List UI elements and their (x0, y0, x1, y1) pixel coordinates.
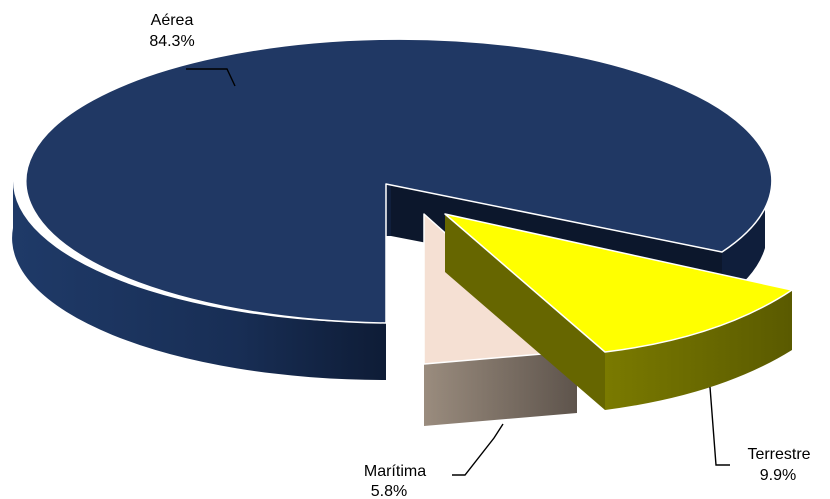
slice-terrestre-cut-face (445, 214, 605, 410)
leader-line-terrestre (709, 386, 730, 466)
slice-aerea-cut-face-3 (386, 184, 391, 236)
label-aerea-name: Aérea (151, 12, 194, 29)
leader-line-aerea (186, 68, 236, 87)
slice-aerea-side (12, 180, 387, 381)
label-maritima-name: Marítima (364, 463, 426, 480)
label-maritima-value: 5.8% (371, 483, 407, 499)
slice-terrestre-top (444, 213, 793, 353)
label-terrestre-value: 9.9% (760, 467, 796, 484)
slice-terrestre-side (605, 290, 792, 410)
slice-terrestre (444, 213, 793, 410)
label-aerea-value: 84.3% (149, 33, 194, 50)
slice-aerea-top (25, 38, 773, 324)
leader-line-maritima (452, 423, 504, 476)
label-terrestre-name: Terrestre (747, 446, 810, 463)
slice-maritima-side (424, 351, 577, 426)
